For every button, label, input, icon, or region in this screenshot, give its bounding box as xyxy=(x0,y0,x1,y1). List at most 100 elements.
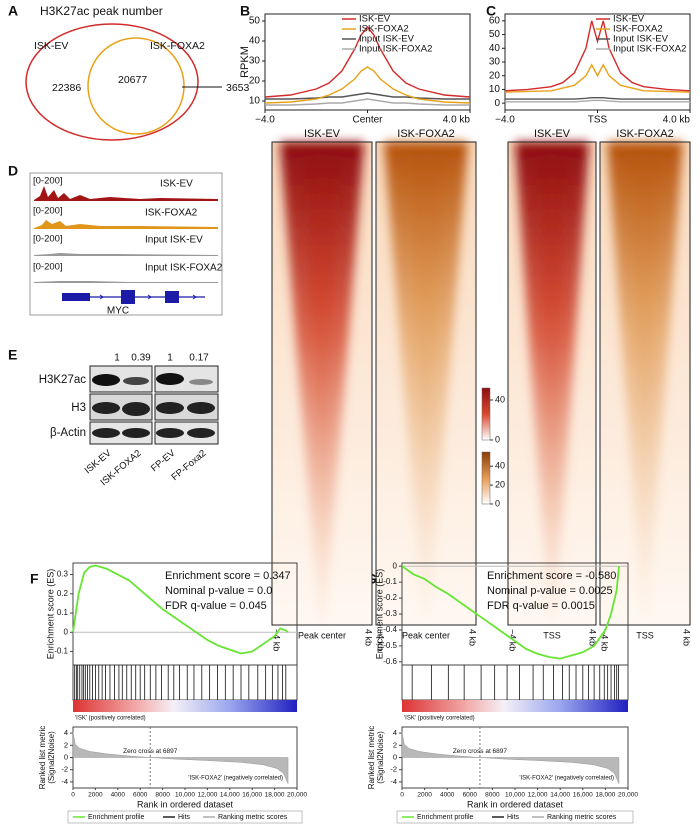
heatmap-signal xyxy=(280,142,364,625)
y-tick-label: 40 xyxy=(489,43,501,54)
x-tick-label: 14,000 xyxy=(550,792,570,799)
legend-label: Hits xyxy=(178,814,191,821)
series-line xyxy=(264,25,471,98)
track-name: ISK-FOXA2 xyxy=(145,208,198,219)
y-tick-label: 0 xyxy=(64,627,69,636)
colorbar xyxy=(481,451,491,505)
heatmap-signal xyxy=(515,142,589,625)
venn-title: H3K27ac peak number xyxy=(40,4,163,18)
enrichment-profile xyxy=(401,565,620,660)
y-axis-label: Enrichment score (ES) xyxy=(374,569,384,660)
heatmap-header: ISK-EV xyxy=(304,128,341,140)
x-tick-label: 16,000 xyxy=(242,792,262,799)
y-tick-label: 30 xyxy=(489,57,501,68)
blot-row: H3K27ac xyxy=(39,374,87,386)
y-tick-label: 2 xyxy=(393,740,397,749)
legend-label: Input ISK-FOXA2 xyxy=(359,44,432,55)
zero-cross-label: Zero cross at 6897 xyxy=(453,748,508,755)
heatmap-core xyxy=(534,142,570,545)
legend-label: ISK-EV xyxy=(359,14,391,25)
series-line xyxy=(264,66,471,104)
hits-frame xyxy=(72,664,298,701)
metric-area xyxy=(401,731,620,784)
venn-set xyxy=(25,23,199,141)
metric-axis-label: (Signal2Noise) xyxy=(47,731,56,784)
heatmap-xlabel: 4 kb xyxy=(682,629,692,646)
x-tick-label: 2000 xyxy=(88,792,103,799)
heatmap-xlabel: −4 kb xyxy=(376,629,386,651)
x-tick-label: 4.0 kb xyxy=(663,115,691,126)
y-tick-label: 0 xyxy=(393,752,397,761)
zero-cross-label: Zero cross at 6897 xyxy=(123,748,178,755)
y-tick-label: -0.2 xyxy=(383,593,397,602)
ratio: 1 xyxy=(167,353,173,364)
venn-set xyxy=(87,37,185,135)
heatmap-xlabel: −4 kb xyxy=(600,629,610,651)
heatmap-frame xyxy=(271,141,373,626)
venn-count: 3653 xyxy=(226,82,250,94)
panel-label: D xyxy=(8,163,18,179)
track-range: [0-200] xyxy=(33,206,63,217)
blot xyxy=(89,365,219,445)
metric-axis-label: Ranked list metric xyxy=(38,726,47,790)
y-tick-label: -2 xyxy=(61,765,68,774)
y-tick-label: 0 xyxy=(64,752,68,761)
heatmap-header: ISK-FOXA2 xyxy=(616,128,673,140)
legend-label: Input ISK-EV xyxy=(613,34,669,45)
x-tick-label: −4.0 xyxy=(255,115,275,126)
heatmap-core xyxy=(627,142,663,545)
colorbar-label: 40 xyxy=(495,461,505,471)
heatmap-header: ISK-FOXA2 xyxy=(397,128,454,140)
track-name: Input ISK-EV xyxy=(145,235,203,246)
panel-label: B xyxy=(240,3,250,19)
heatmap-frame xyxy=(507,141,597,626)
x-tick-label: 6000 xyxy=(463,792,478,799)
y-tick-label: 50 xyxy=(249,16,261,27)
lane-label: FP-Foxa2 xyxy=(170,448,209,483)
enrichment-profile xyxy=(72,564,289,655)
x-tick-label: 18,000 xyxy=(595,792,615,799)
y-tick-label: -0.1 xyxy=(54,647,68,656)
y-tick-label: 20 xyxy=(249,76,261,87)
exon xyxy=(62,293,90,301)
x-tick-label: 20,000 xyxy=(287,792,307,799)
rank-bar xyxy=(402,700,628,712)
x-tick-label: TSS xyxy=(588,115,608,126)
neg-label: 'ISK-FOXA2' (negatively correlated) xyxy=(188,776,283,782)
neg-label: 'ISK-FOXA2' (negatively correlated) xyxy=(519,776,614,782)
metric-axis-label: (Signal2Noise) xyxy=(376,731,385,784)
legend-label: Ranking metric scores xyxy=(547,814,617,821)
track-signal xyxy=(34,253,218,256)
x-tick-label: 0 xyxy=(400,792,404,799)
x-tick-label: 10,000 xyxy=(175,792,195,799)
venn-label: ISK-FOXA2 xyxy=(150,40,205,52)
track-range: [0-200] xyxy=(33,176,63,187)
x-tick-label: 8000 xyxy=(485,792,500,799)
panel-label: F xyxy=(30,571,39,587)
x-tick-label: 8000 xyxy=(155,792,170,799)
metric-axis-label: Ranked list metric xyxy=(367,726,376,790)
legend-label: Input ISK-FOXA2 xyxy=(613,44,686,55)
heatmap-frame xyxy=(375,141,477,626)
ratio: 0.17 xyxy=(189,353,209,364)
annotation: Nominal p-value = 0.0 xyxy=(165,585,272,597)
heatmap-core xyxy=(406,142,446,545)
heatmap-xlabel: Peak center xyxy=(402,630,450,640)
y-tick-label: 20 xyxy=(489,70,501,81)
ratio: 0.39 xyxy=(131,353,151,364)
strand-arrow xyxy=(99,294,197,300)
x-axis-label: Rank in ordered dataset xyxy=(467,799,564,809)
y-tick-label: 2 xyxy=(64,740,68,749)
x-tick-label: 12,000 xyxy=(197,792,217,799)
heatmap-header: ISK-EV xyxy=(534,128,571,140)
track-signal xyxy=(34,220,218,229)
x-tick-label: 4000 xyxy=(440,792,455,799)
pos-label: 'ISK' (positively correlated) xyxy=(75,716,146,722)
y-tick-label: 30 xyxy=(249,56,261,67)
x-tick-label: 16,000 xyxy=(573,792,593,799)
y-tick-label: 0.1 xyxy=(57,608,69,617)
track-range: [0-200] xyxy=(33,262,63,273)
x-tick-label: 18,000 xyxy=(265,792,285,799)
y-tick-label: 10 xyxy=(489,84,501,95)
y-tick-label: -4 xyxy=(390,777,397,786)
